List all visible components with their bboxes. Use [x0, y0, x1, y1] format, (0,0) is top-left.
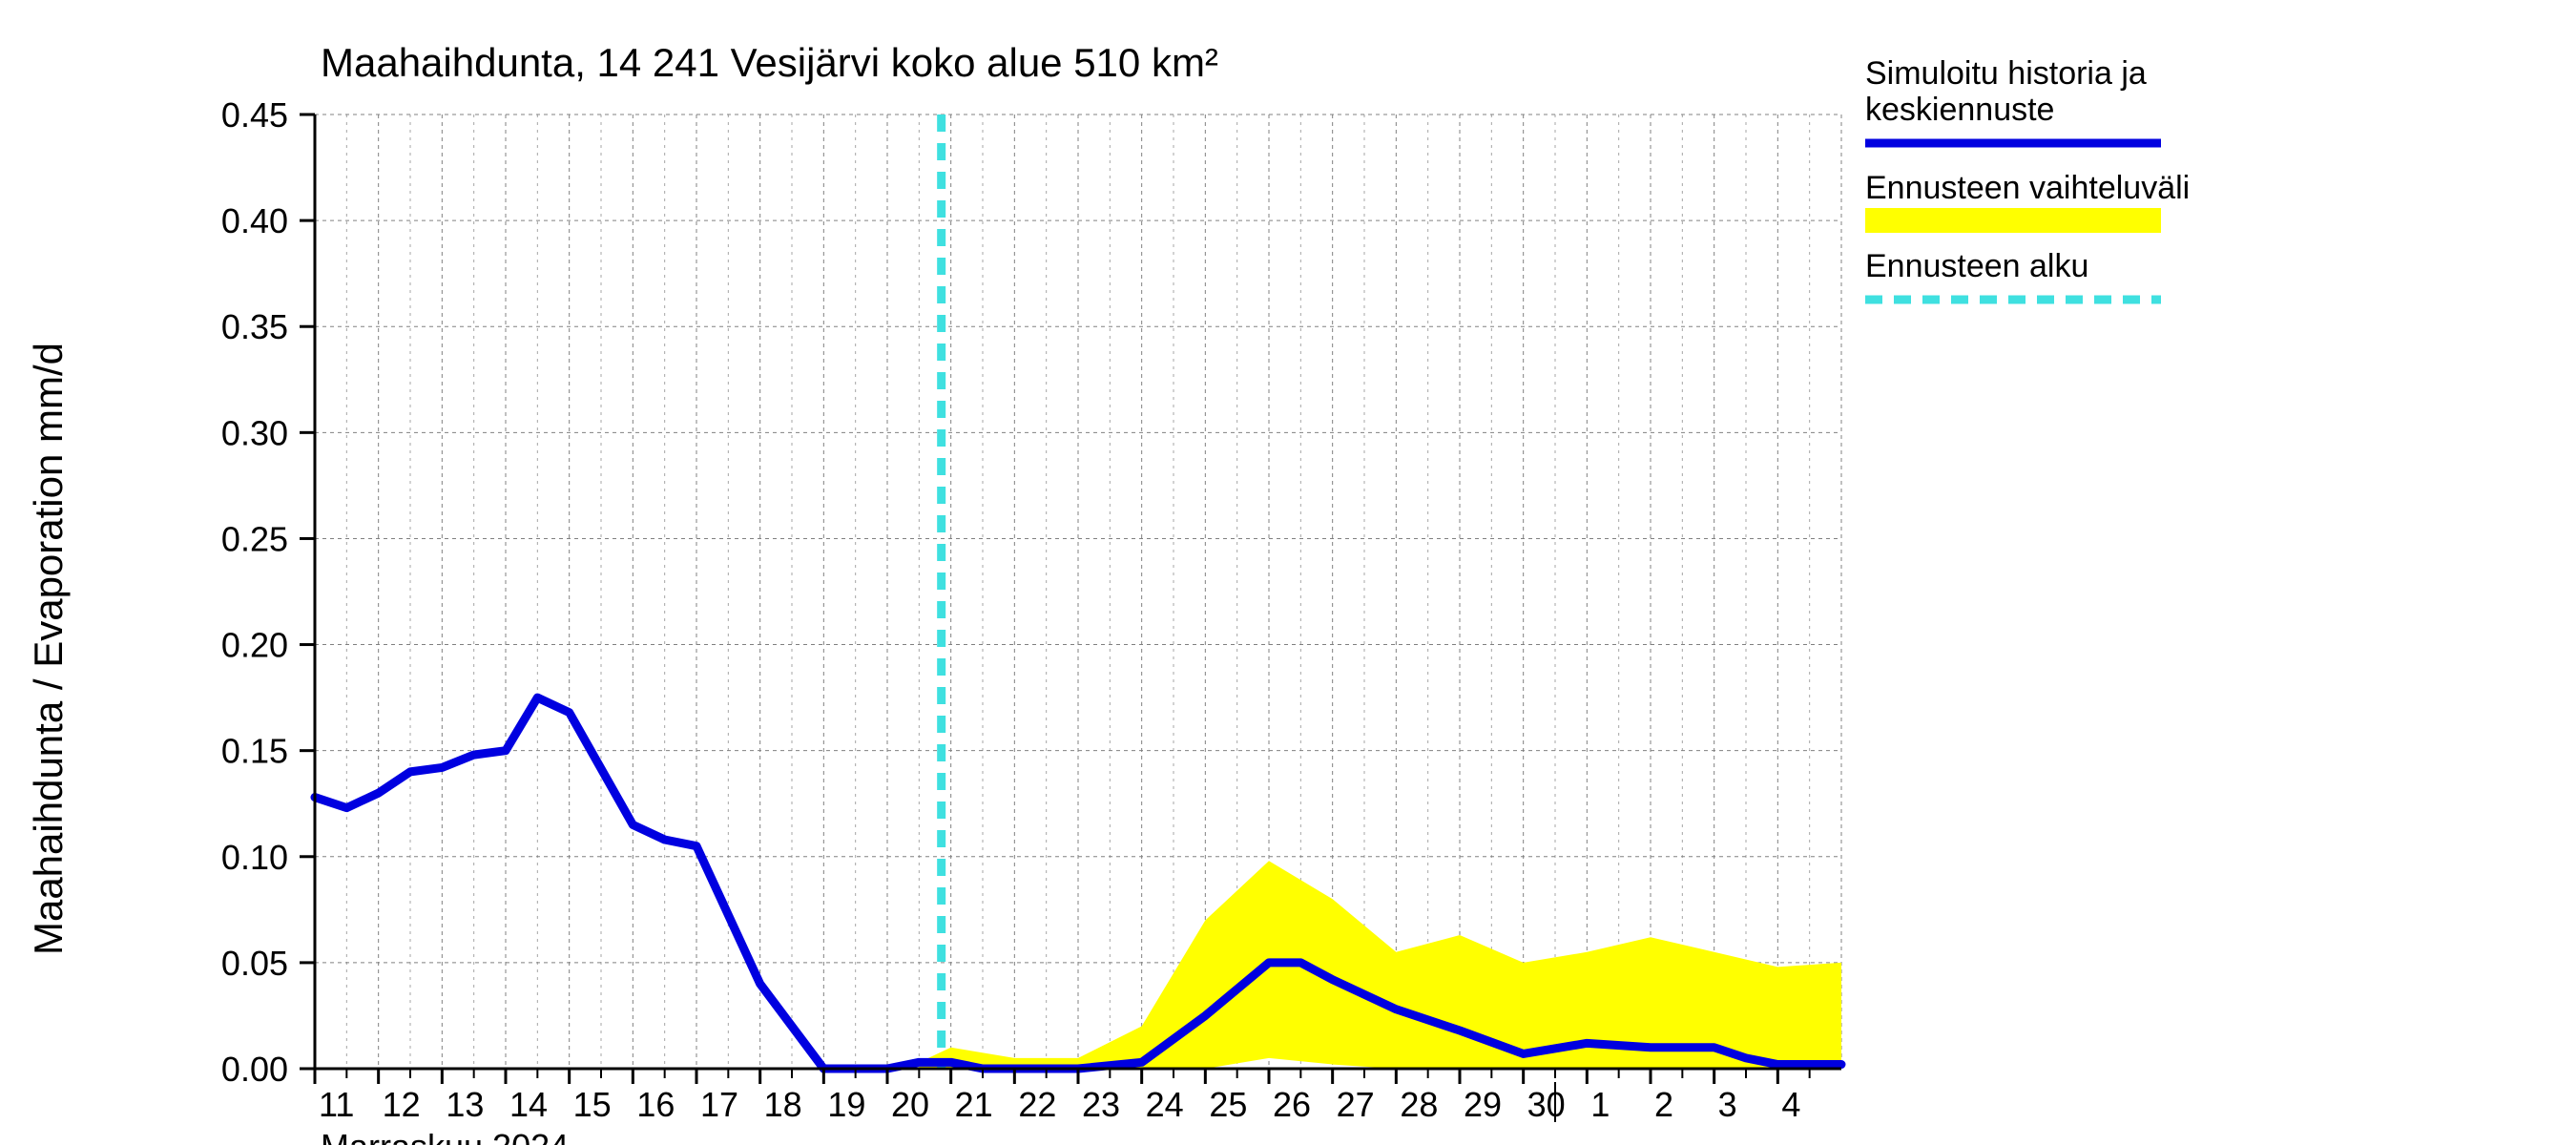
x-tick-label: 16	[636, 1085, 675, 1124]
legend-swatch-band	[1865, 208, 2161, 233]
x-tick-label: 2	[1654, 1085, 1673, 1124]
evaporation-chart: 0.00 0.05 0.10 0.15 0.20 0.25 0.30 0.35 0.40 0.45…	[0, 0, 2576, 1145]
y-tick-label: 0.30	[221, 413, 288, 452]
x-tick-label: 23	[1082, 1085, 1120, 1124]
x-tick-label: 21	[955, 1085, 993, 1124]
chart-title: Maahaihdunta, 14 241 Vesijärvi koko alue…	[321, 40, 1218, 85]
x-tick-label: 3	[1718, 1085, 1737, 1124]
x-tick-label: 11	[319, 1085, 354, 1124]
x-tick-label: 27	[1337, 1085, 1375, 1124]
x-tick-label: 22	[1018, 1085, 1056, 1124]
y-tick-label: 0.00	[221, 1050, 288, 1089]
y-tick-label: 0.25	[221, 519, 288, 558]
y-tick-label: 0.40	[221, 201, 288, 240]
x-tick-label: 26	[1273, 1085, 1311, 1124]
y-tick-label: 0.35	[221, 307, 288, 346]
x-tick-label: 15	[573, 1085, 612, 1124]
x-tick-label: 14	[509, 1085, 548, 1124]
legend-label: keskiennuste	[1865, 92, 2054, 128]
x-tick-label: 20	[891, 1085, 929, 1124]
x-tick-label: 24	[1146, 1085, 1184, 1124]
x-tick-label: 18	[764, 1085, 802, 1124]
x-tick-label: 13	[446, 1085, 484, 1124]
x-tick-label: 12	[383, 1085, 421, 1124]
y-tick-label: 0.05	[221, 944, 288, 983]
x-tick-label: 4	[1781, 1085, 1800, 1124]
legend-label: Ennusteen vaihteluväli	[1865, 170, 2190, 206]
y-tick-label: 0.20	[221, 626, 288, 665]
x-tick-label: 19	[827, 1085, 865, 1124]
legend-label: Ennusteen alku	[1865, 248, 2088, 284]
x-tick-label: 28	[1400, 1085, 1438, 1124]
x-tick-label: 17	[700, 1085, 738, 1124]
x-tick-label: 30	[1527, 1085, 1566, 1124]
legend-label: Simuloitu historia ja	[1865, 55, 2147, 92]
y-tick-label: 0.45	[221, 95, 288, 135]
y-tick-label: 0.15	[221, 732, 288, 771]
x-tick-label: 25	[1209, 1085, 1247, 1124]
y-axis-label: Maahaihdunta / Evaporation mm/d	[26, 343, 71, 955]
x-tick-label: 1	[1590, 1085, 1610, 1124]
month-label-1: Marraskuu 2024	[321, 1127, 569, 1145]
y-tick-label: 0.10	[221, 838, 288, 877]
x-tick-label: 29	[1464, 1085, 1502, 1124]
